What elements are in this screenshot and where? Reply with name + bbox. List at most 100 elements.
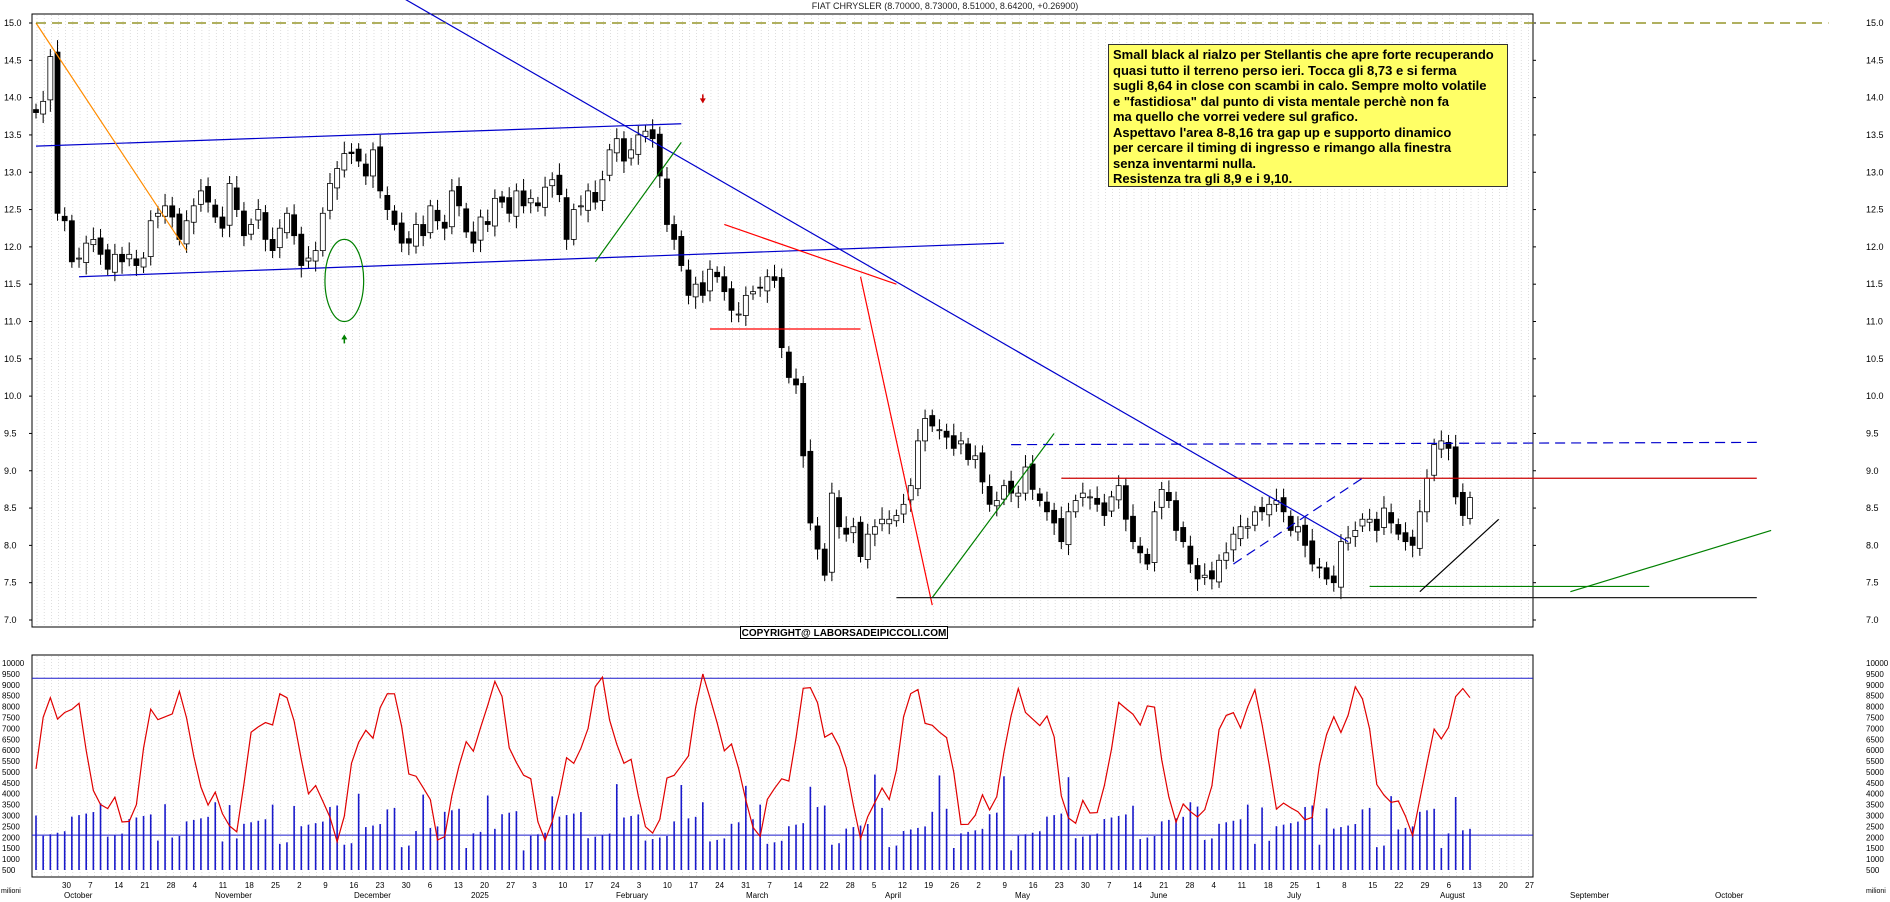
candle-body [219, 216, 226, 229]
day-tick-label: 7 [767, 881, 772, 890]
candle-body [1165, 491, 1172, 501]
candle-body [1452, 446, 1459, 498]
day-tick-label: 25 [271, 881, 280, 890]
volume-tick-label-left: 7000 [2, 724, 20, 733]
volume-tick-label-left: 9500 [2, 670, 20, 679]
candle-body [1230, 533, 1237, 551]
price-tick-label-left: 14.5 [4, 55, 22, 65]
milioni-label: milioni [1, 888, 21, 895]
candle-body [484, 221, 491, 225]
candle-body [33, 109, 39, 113]
candle-body [262, 212, 269, 240]
candle-body [190, 205, 197, 223]
price-tick-label-left: 12.5 [4, 205, 22, 215]
day-tick-label: 24 [715, 881, 724, 890]
day-tick-label: 19 [924, 881, 933, 890]
oscillator-line [35, 673, 1471, 844]
candle-body [599, 179, 606, 202]
day-tick-label: 9 [323, 881, 328, 890]
candle-body [499, 196, 505, 203]
volume-tick-label-right: 3000 [1866, 812, 1884, 821]
candle-body [1180, 527, 1187, 543]
day-tick-label: 25 [1290, 881, 1299, 890]
candle-body [893, 515, 900, 522]
volume-tick-label-right: 2000 [1866, 833, 1884, 842]
price-tick-label-right: 12.5 [1866, 205, 1884, 215]
day-tick-label: 18 [245, 881, 254, 890]
day-tick-label: 14 [1133, 881, 1142, 890]
candle-body [76, 257, 82, 260]
volume-tick-label-left: 1000 [2, 855, 20, 864]
candle-body [126, 253, 133, 260]
annotation-line: Resistenza tra gli 8,9 e i 9,10. [1113, 171, 1293, 186]
day-tick-label: 17 [689, 881, 698, 890]
candle-body [1352, 530, 1359, 537]
candle-body [843, 527, 850, 535]
price-tick-label-left: 14.0 [4, 93, 22, 103]
day-tick-label: 14 [794, 881, 803, 890]
candle-body [506, 197, 513, 214]
candle-body [1072, 500, 1079, 513]
volume-tick-label-left: 8000 [2, 703, 20, 712]
candle-body [241, 210, 247, 237]
day-tick-label: 22 [1394, 881, 1403, 890]
price-tick-label-right: 11.0 [1866, 317, 1883, 327]
candle-body [1244, 526, 1251, 529]
candle-body [377, 146, 384, 192]
candle-body [728, 288, 735, 311]
candle-body [1058, 518, 1065, 543]
candle-body [900, 503, 907, 515]
candle-body [649, 129, 656, 140]
candle-body [348, 151, 355, 154]
trendline [1233, 477, 1363, 565]
candle-body [212, 204, 219, 218]
volume-tick-label-right: 2500 [1866, 822, 1884, 831]
candle-body [814, 525, 821, 550]
candle-body [1302, 524, 1308, 546]
volume-tick-label-left: 9000 [2, 681, 20, 690]
day-tick-label: 28 [167, 881, 176, 890]
arrow-up-icon [341, 334, 348, 340]
candle-body [226, 183, 233, 226]
annotation-line: e "fastidiosa" dal punto di vista mental… [1113, 93, 1449, 109]
price-tick-label-right: 10.5 [1866, 354, 1884, 364]
price-tick-label-left: 12.0 [4, 242, 22, 252]
candle-body [972, 455, 979, 460]
candle-body [592, 191, 599, 203]
candle-body [284, 212, 290, 234]
day-tick-label: 23 [376, 881, 385, 890]
candle-body [362, 163, 369, 177]
day-tick-label: 13 [454, 881, 463, 890]
candle-body [1137, 545, 1144, 554]
candle-body [1044, 501, 1050, 513]
trendline [405, 0, 1349, 543]
candle-body [119, 253, 125, 263]
trendline [35, 123, 682, 147]
candle-body [950, 435, 957, 449]
price-tick-label-right: 10.0 [1866, 391, 1884, 401]
candle-body [742, 294, 749, 316]
day-tick-label: 22 [820, 881, 829, 890]
price-tick-label-right: 11.5 [1866, 279, 1883, 289]
month-label: August [1440, 891, 1466, 900]
volume-tick-label-left: 1500 [2, 844, 20, 853]
day-tick-label: 4 [1212, 881, 1217, 890]
candle-body [1130, 515, 1136, 543]
milioni-label: milioni [1866, 888, 1886, 895]
candle-body [1373, 518, 1380, 531]
candle-body [771, 276, 778, 281]
price-tick-label-right: 14.5 [1866, 55, 1884, 65]
candle-body [664, 178, 670, 225]
candle-body [176, 213, 183, 240]
candle-body [83, 242, 90, 263]
day-tick-label: 21 [1159, 881, 1168, 890]
day-tick-label: 2 [976, 881, 981, 890]
candle-body [111, 253, 118, 273]
volume-tick-label-right: 6500 [1866, 735, 1884, 744]
candle-body [391, 210, 398, 225]
candle-body [1223, 552, 1230, 561]
annotation-line: Small black al rialzo per Stellantis che… [1113, 47, 1494, 62]
candle-body [477, 216, 484, 241]
candle-body [1416, 511, 1423, 549]
